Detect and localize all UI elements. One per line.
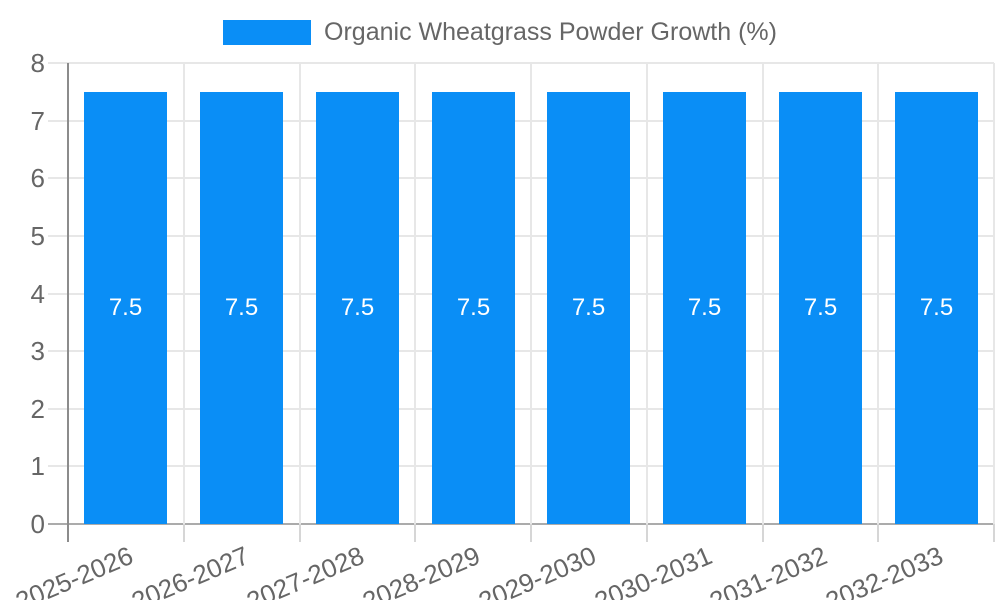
y-axis-line	[67, 63, 69, 542]
bar-value-label: 7.5	[687, 294, 722, 321]
bar[interactable]: 7.5	[779, 92, 862, 524]
x-tick	[762, 524, 764, 542]
x-tick	[993, 524, 995, 542]
x-tick-label: 2031-2032	[704, 540, 831, 600]
bar[interactable]: 7.5	[84, 92, 167, 524]
v-gridline	[646, 63, 648, 524]
y-tick-label: 3	[30, 336, 45, 366]
bar-value-label: 7.5	[224, 294, 259, 321]
x-tick-label: 2026-2027	[126, 540, 253, 600]
bar[interactable]: 7.5	[663, 92, 746, 524]
legend-label: Organic Wheatgrass Powder Growth (%)	[324, 17, 777, 46]
x-tick-label: 2027-2028	[241, 540, 368, 600]
bar-value-label: 7.5	[919, 294, 954, 321]
bar[interactable]: 7.5	[432, 92, 515, 524]
x-axis-line	[48, 523, 994, 525]
x-tick	[877, 524, 879, 542]
x-tick	[646, 524, 648, 542]
y-axis-labels: 0 1 2 3 4 5 6 7 8	[0, 50, 45, 537]
h-gridline	[48, 408, 994, 410]
bar[interactable]: 7.5	[200, 92, 283, 524]
bar-value-label: 7.5	[340, 294, 375, 321]
y-tick-label: 1	[30, 451, 45, 481]
bar[interactable]: 7.5	[316, 92, 399, 524]
y-tick-label: 5	[30, 221, 45, 251]
y-tick-label: 8	[30, 48, 45, 78]
plot-area: 7.5 7.5 7.5 7.5 7.5 7.5 7.5 7.5	[48, 62, 995, 542]
h-gridline	[48, 62, 994, 64]
v-gridline	[877, 63, 879, 524]
h-gridline	[48, 120, 994, 122]
h-gridline	[48, 177, 994, 179]
v-gridline	[183, 63, 185, 524]
y-tick-label: 4	[30, 279, 45, 309]
x-tick-label: 2029-2030	[473, 540, 600, 600]
bar-value-label: 7.5	[456, 294, 491, 321]
bar[interactable]: 7.5	[895, 92, 978, 524]
v-gridline	[993, 63, 995, 524]
v-gridline	[299, 63, 301, 524]
bar-value-label: 7.5	[108, 294, 143, 321]
x-axis-labels: 2025-2026 2026-2027 2027-2028 2028-2029 2029…	[11, 524, 994, 600]
h-gridline	[48, 293, 994, 295]
h-gridline	[48, 465, 994, 467]
y-tick-label: 0	[30, 509, 45, 539]
y-tick-label: 6	[30, 163, 45, 193]
legend-swatch	[223, 19, 312, 45]
v-gridline	[414, 63, 416, 524]
x-tick-label: 2028-2029	[357, 540, 484, 600]
x-tick	[414, 524, 416, 542]
chart-legend[interactable]: Organic Wheatgrass Powder Growth (%)	[0, 16, 1000, 48]
v-gridline	[530, 63, 532, 524]
x-tick	[530, 524, 532, 542]
x-tick	[183, 524, 185, 542]
bar-value-label: 7.5	[803, 294, 838, 321]
bar-value-label: 7.5	[571, 294, 606, 321]
v-gridline	[762, 63, 764, 524]
y-tick-label: 7	[30, 106, 45, 136]
x-tick-label: 2025-2026	[10, 540, 137, 600]
bar[interactable]: 7.5	[547, 92, 630, 524]
y-tick-label: 2	[30, 394, 45, 424]
h-gridline	[48, 350, 994, 352]
x-tick-label: 2030-2031	[589, 540, 716, 600]
x-tick	[299, 524, 301, 542]
h-gridline	[48, 235, 994, 237]
x-tick-label: 2032-2033	[820, 540, 947, 600]
